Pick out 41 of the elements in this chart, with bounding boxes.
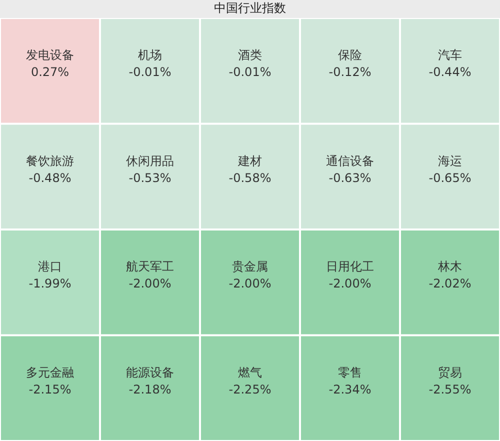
category-label: 餐饮旅游 (26, 154, 74, 168)
category-label: 港口 (38, 260, 62, 274)
data-label: 0.27% (30, 65, 70, 80)
data-label: -0.01% (128, 65, 172, 80)
data-label: -0.58% (228, 170, 272, 185)
category-label: 汽车 (438, 48, 462, 62)
data-label: -0.65% (428, 170, 472, 185)
category-label: 燃气 (238, 365, 262, 380)
text: 中国行业指数 (214, 1, 286, 16)
data-label: -2.34% (328, 382, 372, 396)
data-label: -2.25% (228, 382, 272, 396)
data-label: -2.18% (128, 382, 172, 396)
category-label: 酒类 (238, 48, 262, 62)
data-label: -1.99% (28, 276, 72, 291)
category-label: 机场 (138, 48, 162, 62)
data-label: -0.48% (28, 170, 72, 185)
category-label: 日用化工 (326, 260, 374, 274)
category-label: 贵金属 (232, 260, 268, 274)
data-label: -0.01% (228, 65, 272, 80)
data-label: -2.00% (228, 276, 272, 291)
data-label: -0.44% (428, 65, 472, 80)
data-label: -0.53% (128, 170, 172, 185)
category-label: 保险 (338, 48, 362, 62)
category-label: 多元金融 (26, 365, 74, 380)
category-label: 能源设备 (126, 365, 174, 380)
data-label: -2.00% (128, 276, 172, 291)
category-label: 林木 (437, 260, 462, 274)
data-label: -2.02% (428, 276, 472, 291)
data-label: -0.12% (328, 65, 372, 80)
data-label: -0.63% (328, 170, 372, 185)
data-label: -2.55% (428, 382, 472, 396)
category-label: 建材 (237, 154, 262, 168)
category-label: 航天军工 (126, 260, 174, 274)
category-label: 零售 (338, 365, 362, 380)
category-label: 海运 (438, 154, 462, 168)
category-label: 通信设备 (326, 154, 374, 168)
category-label: 休闲用品 (126, 154, 174, 168)
data-label: -2.15% (28, 382, 72, 396)
category-label: 贸易 (438, 365, 462, 380)
data-label: -2.00% (328, 276, 372, 291)
category-label: 发电设备 (26, 48, 74, 62)
